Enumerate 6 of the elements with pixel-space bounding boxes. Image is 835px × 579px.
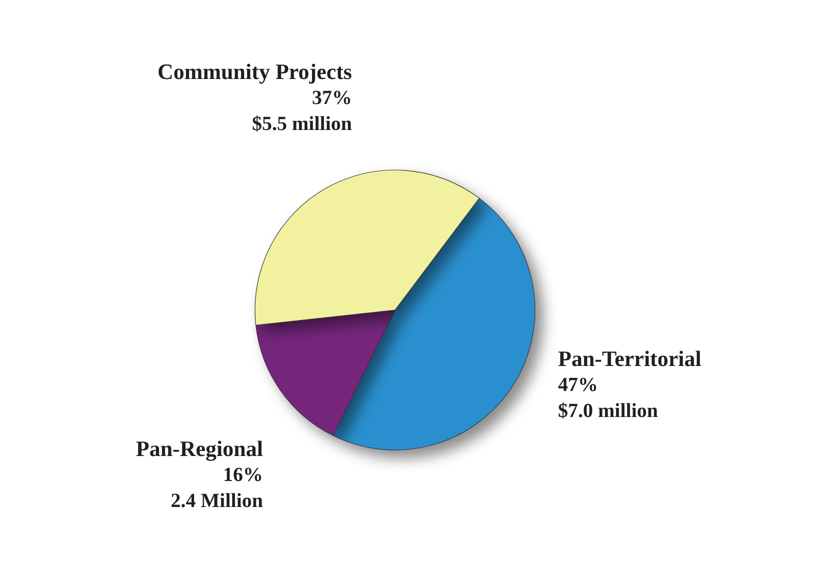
slice-label: Community Projects	[158, 59, 352, 84]
data-label: 37% $5.5 million	[252, 87, 352, 135]
slice-label: Pan-Regional	[136, 436, 263, 461]
data-label: 16% 2.4 Million	[170, 464, 263, 512]
slice-label: Pan-Territorial	[558, 346, 702, 371]
data-label: 47% $7.0 million	[558, 374, 658, 422]
